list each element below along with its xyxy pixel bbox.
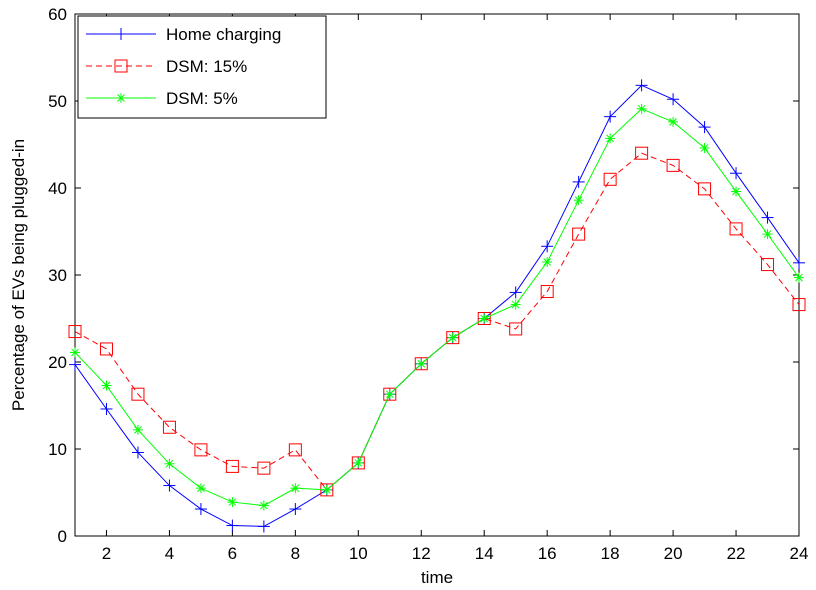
x-tick-label: 10 xyxy=(349,544,368,563)
data-point-marker xyxy=(480,314,489,323)
x-tick-label: 22 xyxy=(727,544,746,563)
x-tick-label: 20 xyxy=(664,544,683,563)
data-point-marker xyxy=(732,187,740,196)
x-tick-label: 2 xyxy=(102,544,111,563)
data-point-marker xyxy=(414,357,428,371)
data-point-marker xyxy=(669,118,677,126)
y-tick-label: 20 xyxy=(48,353,67,372)
data-point-marker xyxy=(225,459,239,473)
series-2 xyxy=(70,103,804,511)
data-point-marker xyxy=(194,443,208,457)
x-tick-label: 16 xyxy=(538,544,557,563)
data-point-marker xyxy=(260,501,268,510)
data-point-marker xyxy=(351,456,365,470)
data-point-marker xyxy=(257,461,271,475)
data-point-marker xyxy=(477,312,491,325)
data-point-marker xyxy=(117,94,125,102)
data-point-marker xyxy=(354,459,363,467)
data-point-marker xyxy=(446,331,460,345)
data-point-marker xyxy=(635,146,649,160)
data-point-marker xyxy=(666,158,680,172)
x-tick-label: 14 xyxy=(475,544,494,563)
x-axis-title: time xyxy=(421,568,453,587)
legend-label: Home charging xyxy=(166,25,281,44)
x-tick-label: 4 xyxy=(165,544,174,563)
data-point-marker xyxy=(165,459,174,468)
data-point-marker xyxy=(574,196,583,205)
data-point-marker xyxy=(102,381,111,390)
y-axis-title: Percentage of EVs being plugged-in xyxy=(9,139,28,411)
legend-label: DSM: 15% xyxy=(166,57,247,76)
data-point-marker xyxy=(385,390,394,399)
data-point-marker xyxy=(99,342,113,356)
data-point-marker xyxy=(540,285,554,299)
x-tick-label: 6 xyxy=(228,544,237,563)
data-point-marker xyxy=(795,273,803,282)
data-point-marker xyxy=(68,325,82,339)
legend: Home charging DSM: 15% DSM: 5% xyxy=(77,15,327,119)
data-point-marker xyxy=(114,59,128,73)
data-point-marker xyxy=(322,486,331,494)
legend-box xyxy=(77,15,327,119)
series-layer xyxy=(68,79,806,533)
data-point-marker xyxy=(228,498,237,506)
y-tick-label: 50 xyxy=(48,92,67,111)
y-tick-label: 30 xyxy=(48,266,67,285)
series-1 xyxy=(68,146,806,497)
data-point-marker xyxy=(417,359,426,368)
data-point-marker xyxy=(383,387,397,401)
data-point-marker xyxy=(134,426,142,434)
data-point-marker xyxy=(637,104,646,113)
x-tick-label: 18 xyxy=(601,544,620,563)
data-point-marker xyxy=(603,172,617,186)
y-tick-label: 0 xyxy=(58,527,67,546)
data-point-marker xyxy=(606,134,614,143)
data-point-marker xyxy=(572,227,586,241)
data-point-marker xyxy=(131,387,145,401)
y-tick-label: 60 xyxy=(48,5,67,24)
data-point-marker xyxy=(792,298,806,312)
data-point-marker xyxy=(700,144,709,152)
y-tick-label: 40 xyxy=(48,179,67,198)
x-tick-label: 24 xyxy=(790,544,809,563)
x-tick-label: 8 xyxy=(291,544,300,563)
x-tick-label: 12 xyxy=(412,544,431,563)
data-point-marker xyxy=(162,420,176,434)
data-point-marker xyxy=(729,222,743,236)
data-point-marker xyxy=(763,230,772,238)
data-point-marker xyxy=(71,348,79,357)
data-point-marker xyxy=(448,333,457,342)
data-point-marker xyxy=(698,182,712,196)
data-point-marker xyxy=(543,258,552,266)
y-tick-label: 10 xyxy=(48,440,67,459)
legend-label: DSM: 5% xyxy=(166,89,238,108)
data-point-marker xyxy=(291,484,300,493)
data-point-marker xyxy=(511,300,520,309)
data-point-marker xyxy=(197,484,205,493)
series-line xyxy=(74,108,800,507)
data-point-marker xyxy=(288,443,302,457)
data-point-marker xyxy=(509,322,523,336)
data-point-marker xyxy=(761,258,775,272)
